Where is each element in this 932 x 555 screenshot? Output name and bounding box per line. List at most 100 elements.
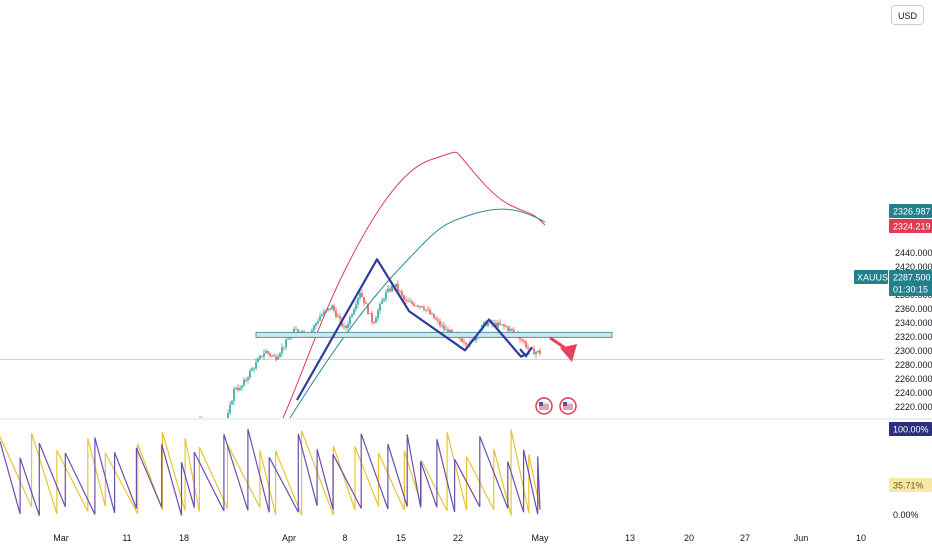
symbol-tag-label: XAUUSD [857, 273, 895, 283]
candle-body [257, 358, 259, 363]
axes-layer: 2220.000 2240.000 2260.000 2280.000 2300.000… [0, 204, 932, 543]
candle-body [365, 303, 367, 305]
y-tick-label: 2280.000 [895, 360, 932, 370]
pattern-arrowhead [519, 346, 533, 358]
moving-averages-layer [282, 151, 546, 419]
candle-body [497, 322, 499, 328]
us-flag-event-icon [559, 397, 577, 415]
price-tag-value: 2324.219 [893, 222, 931, 232]
candle-body [407, 300, 409, 302]
candle-body [255, 362, 257, 369]
candle-body [443, 325, 445, 330]
candle-body [229, 404, 231, 414]
candle-body [235, 387, 237, 389]
candle-body [519, 336, 521, 340]
candle-body [337, 316, 339, 318]
pattern-zigzag [296, 258, 530, 401]
candle-body [313, 325, 315, 331]
candle-body [523, 340, 525, 342]
candle-body [361, 292, 363, 297]
candle-body [419, 305, 421, 307]
x-tick-label: 15 [396, 533, 406, 543]
candle-body [283, 347, 285, 349]
osc-tag-bg [889, 478, 932, 492]
candle-body [295, 328, 297, 330]
candle-body [293, 328, 295, 334]
candle-body [327, 308, 329, 311]
candle-body [271, 355, 273, 357]
candle-body [527, 347, 529, 349]
candle-body [319, 316, 321, 321]
bar-countdown: 01:30:15 [893, 285, 928, 295]
candle-body [405, 299, 407, 301]
candle-body [329, 308, 331, 310]
candle-body [263, 353, 265, 357]
x-tick-label: 22 [453, 533, 463, 543]
currency-button[interactable]: USD [891, 5, 924, 25]
candle-body [403, 295, 405, 300]
candle-body [363, 296, 365, 304]
candle-body [423, 307, 425, 310]
candle-body [447, 329, 449, 334]
candle-body [379, 303, 381, 311]
candle-body [345, 325, 347, 328]
y-tick-label: 2320.000 [895, 332, 932, 342]
candle-body [439, 320, 441, 326]
price-tag-value: 2326.987 [893, 207, 931, 217]
candle-body [249, 370, 251, 378]
x-tick-label: 27 [740, 533, 750, 543]
candle-body [525, 341, 527, 348]
candle-body [351, 314, 353, 317]
candle-body [501, 324, 503, 326]
osc-yellow-value: 35.71% [893, 481, 924, 491]
candles-layer [199, 280, 541, 418]
candle-body [371, 312, 373, 323]
candle-body [429, 309, 431, 315]
economic-events-layer [535, 397, 577, 415]
candle-body [353, 309, 355, 315]
y-tick-label: 2440.000 [895, 248, 932, 258]
price-tag-bg [889, 204, 932, 218]
candle-body [233, 388, 235, 401]
drawings-layer [255, 258, 613, 401]
candle-body [373, 322, 375, 323]
candle-body [435, 318, 437, 320]
candle-body [247, 377, 249, 380]
y-tick-label: 2240.000 [895, 388, 932, 398]
candle-body [349, 316, 351, 325]
candle-body [433, 313, 435, 319]
x-tick-label: 11 [122, 533, 131, 543]
candle-body [357, 298, 359, 305]
candle-body [367, 303, 369, 314]
candle-body [355, 304, 357, 310]
ma-slow-line [289, 208, 546, 419]
candle-body [269, 353, 271, 356]
candle-body [333, 305, 335, 311]
x-tick-label: Mar [53, 533, 69, 543]
candle-body [505, 325, 507, 327]
candle-body [437, 319, 439, 321]
last-price-tag-bg [889, 270, 932, 296]
support-zone [255, 331, 613, 338]
candle-body [421, 305, 423, 308]
candle-body [499, 322, 501, 325]
symbol-tag-bg [854, 270, 888, 284]
x-tick-label: Apr [282, 533, 296, 543]
candle-body [537, 350, 539, 353]
candle-body [281, 347, 283, 354]
x-tick-label: 20 [684, 533, 694, 543]
candle-body [383, 298, 385, 301]
x-tick-label: May [531, 533, 549, 543]
candle-body [251, 368, 253, 371]
oscillator-pane [0, 428, 541, 516]
candle-body [385, 291, 387, 299]
x-tick-label: 8 [342, 533, 347, 543]
candle-body [377, 310, 379, 319]
candle-body [461, 338, 463, 342]
candle-body [335, 310, 337, 317]
candle-body [347, 324, 349, 328]
candle-body [277, 356, 279, 360]
price-tag-bg [889, 219, 932, 233]
